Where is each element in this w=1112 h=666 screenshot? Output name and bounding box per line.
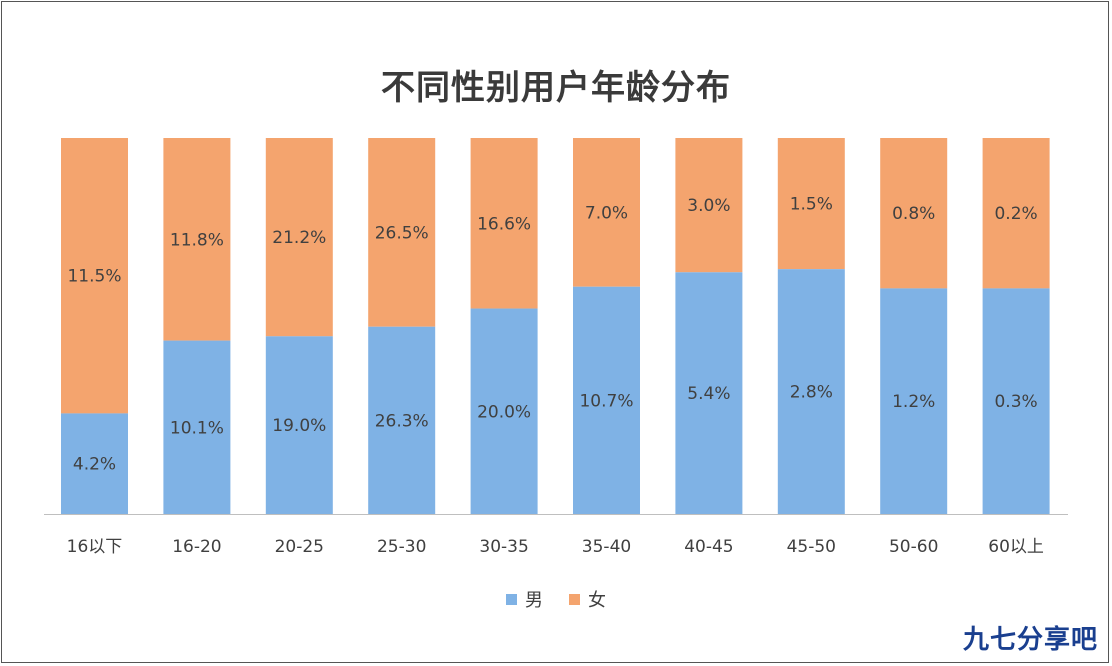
bar-female-9 [982,138,1050,289]
x-tick-label-1: 16-20 [172,537,221,557]
data-label-female-4: 16.6% [477,214,531,234]
x-tick-label-3: 25-30 [377,537,426,557]
bar-male-5 [573,286,640,514]
bar-female-4 [470,138,538,309]
bar-male-1 [163,340,231,514]
data-label-male-2: 19.0% [272,416,326,436]
data-label-male-6: 5.4% [687,384,730,404]
bar-female-8 [880,138,948,289]
bar-male-4 [470,308,538,514]
data-label-male-3: 26.3% [375,411,429,431]
data-label-male-8: 1.2% [892,392,935,412]
bar-male-8 [880,288,948,514]
chart-title: 不同性别用户年龄分布 [381,68,731,108]
bar-female-3 [368,138,436,327]
data-label-female-2: 21.2% [272,228,326,248]
bar-female-6 [675,138,743,273]
data-label-male-9: 0.3% [994,392,1037,412]
data-label-male-0: 4.2% [73,455,116,475]
data-label-female-6: 3.0% [687,196,730,216]
bar-female-5 [573,138,640,287]
legend-label-male: 男 [525,590,543,611]
x-tick-label-2: 20-25 [275,537,324,557]
bar-male-3 [368,326,436,514]
bar-male-0 [61,413,128,514]
data-label-female-5: 7.0% [585,203,628,223]
legend-item-male: 男 [506,586,543,612]
data-label-female-0: 11.5% [67,267,121,287]
data-label-male-5: 10.7% [579,391,633,411]
watermark-logo: 九七分享吧 [962,625,1098,655]
data-label-female-9: 0.2% [994,204,1037,224]
data-label-female-7: 1.5% [790,195,833,215]
x-tick-label-7: 45-50 [787,537,836,557]
x-tick-label-4: 30-35 [479,537,528,557]
legend-label-female: 女 [588,590,606,611]
x-tick-label-8: 50-60 [889,537,938,557]
bar-male-9 [982,288,1050,514]
bar-male-7 [777,269,845,514]
x-tick-label-6: 40-45 [684,537,733,557]
legend: 男 女 [2,586,1110,612]
plot-area: 11.5% 4.2% 16以下 11.8% 10.1% 16-20 21.2% 19.0% 20… [44,138,1068,557]
data-label-male-7: 2.8% [790,383,833,403]
x-tick-label-0: 16以下 [67,537,123,557]
bar-female-2 [265,138,333,337]
x-tick-label-9: 60以上 [988,537,1044,557]
bar-female-0 [61,138,128,414]
data-label-female-8: 0.8% [892,204,935,224]
bar-female-1 [163,138,231,341]
data-label-female-3: 26.5% [375,223,429,243]
bar-male-6 [675,272,743,514]
legend-item-female: 女 [569,586,606,612]
legend-swatch-male [506,593,517,605]
data-label-male-1: 10.1% [170,418,224,438]
bar-male-2 [265,336,333,514]
bar-female-7 [777,138,845,270]
data-label-female-1: 11.8% [170,230,224,250]
data-label-male-4: 20.0% [477,402,531,422]
x-tick-label-5: 35-40 [582,537,631,557]
legend-swatch-female [569,593,580,605]
